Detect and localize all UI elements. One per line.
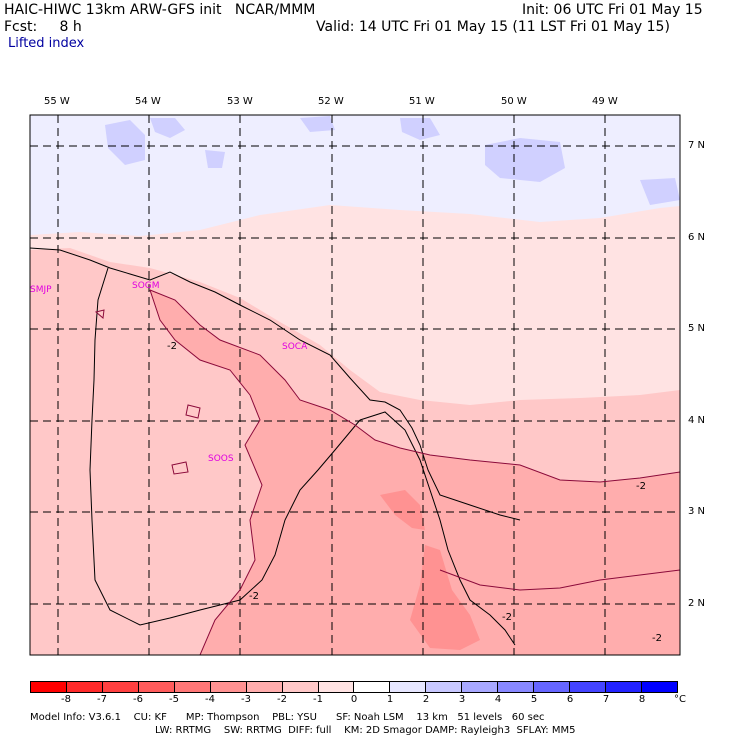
- colorbar-label: -5: [169, 694, 179, 705]
- colorbar-label: 0: [350, 694, 358, 705]
- field-zone-plus1: [105, 120, 145, 165]
- colorbar-swatch: [462, 682, 499, 692]
- coastline: [30, 247, 521, 521]
- colorbar-swatch: [426, 682, 463, 692]
- station-label: SMJP: [30, 285, 52, 295]
- station-label: SOOS: [208, 454, 234, 464]
- contour-label: -2: [502, 612, 512, 623]
- lon-label: 50 W: [501, 96, 527, 107]
- colorbar-label: 3: [458, 694, 466, 705]
- valid-time: Valid: 14 UTC Fri 01 May 15 (11 LST Fri …: [316, 19, 670, 35]
- colorbar-swatch: [390, 682, 427, 692]
- colorbar-swatch: [66, 682, 103, 692]
- lat-label: 6 N: [688, 232, 706, 243]
- colorbar-label: -2: [277, 694, 287, 705]
- contour-minus2: [185, 404, 201, 419]
- model-title: HAIC-HIWC 13km ARW-GFS init NCAR/MMM: [4, 2, 316, 18]
- colorbar-swatch: [606, 682, 642, 692]
- colorbar-label: -1: [313, 694, 323, 705]
- map-frame: [29, 114, 681, 656]
- colorbar-swatch: [174, 682, 211, 692]
- colorbar-label: 6: [566, 694, 574, 705]
- lon-label: 53 W: [227, 96, 253, 107]
- colorbar-swatch: [570, 682, 606, 692]
- colorbar-swatch: [246, 682, 283, 692]
- lon-label: 51 W: [409, 96, 435, 107]
- colorbar-label: -7: [97, 694, 107, 705]
- contour-label: -2: [249, 591, 259, 602]
- station-label: SOCA: [282, 342, 308, 352]
- model-info-line1: Model Info: V3.6.1 CU: KF MP: Thompson P…: [30, 712, 545, 723]
- contour-minus2: [149, 289, 251, 396]
- contour-label: -2: [652, 633, 662, 644]
- contour-minus2: [94, 309, 105, 319]
- field-zone-plus1: [400, 118, 440, 140]
- field-zone-plus1: [485, 138, 565, 182]
- lon-label: 54 W: [135, 96, 161, 107]
- model-info-line2: LW: RRTMG SW: RRTMG DIFF: full KM: 2D Sm…: [155, 725, 576, 736]
- border-suriname-frenchguiana: [169, 419, 361, 619]
- field-zone-plus1: [640, 178, 680, 205]
- field-zone-minus2-to-minus3: [150, 290, 680, 655]
- field-zone-plus1: [205, 150, 225, 168]
- colorbar-labels: -8 -7 -6 -5 -4 -3 -2 -1 0 1 2 3 4 5 6 7 8: [0, 694, 740, 706]
- colorbar-label: -8: [61, 694, 71, 705]
- colorbar-swatch: [354, 682, 391, 692]
- colorbar-label: 1: [386, 694, 394, 705]
- field-zone-minus3-to-minus4: [410, 545, 480, 650]
- colorbar-label: 2: [422, 694, 430, 705]
- init-time: Init: 06 UTC Fri 01 May 15: [522, 2, 703, 18]
- field-zone-minus3-to-minus4: [380, 490, 425, 530]
- colorbar-label: 7: [602, 694, 610, 705]
- colorbar-unit: °C: [674, 694, 686, 705]
- contour-minus2: [171, 461, 189, 475]
- lat-label: 5 N: [688, 323, 706, 334]
- border-suriname-guyana: [89, 267, 171, 626]
- lat-label: 4 N: [688, 415, 706, 426]
- lon-label: 55 W: [44, 96, 70, 107]
- forecast-hour: Fcst: 8 h: [4, 19, 82, 35]
- colorbar-swatch: [138, 682, 175, 692]
- field-name: Lifted index: [8, 36, 85, 51]
- contour-minus2: [149, 289, 680, 483]
- lon-label: 49 W: [592, 96, 618, 107]
- colorbar-swatch: [498, 682, 535, 692]
- colorbar-swatch: [102, 682, 139, 692]
- contour-label: -2: [636, 481, 646, 492]
- colorbar-swatch: [31, 682, 67, 692]
- station-label: SOGM: [132, 281, 160, 291]
- colorbar-label: 8: [638, 694, 646, 705]
- field-zone-plus1: [300, 116, 335, 132]
- contour-minus2: [439, 569, 680, 591]
- colorbar-swatch: [282, 682, 319, 692]
- colorbar-swatch: [641, 682, 677, 692]
- field-zone-plus1: [150, 118, 185, 138]
- colorbar-label: -3: [241, 694, 251, 705]
- colorbar-label: 5: [530, 694, 538, 705]
- lon-label: 52 W: [318, 96, 344, 107]
- contour-minus2: [199, 394, 263, 655]
- colorbar-swatch: [210, 682, 247, 692]
- colorbar: [30, 681, 678, 693]
- lat-label: 3 N: [688, 506, 706, 517]
- colorbar-label: -4: [205, 694, 215, 705]
- lat-label: 2 N: [688, 598, 706, 609]
- colorbar-swatch: [534, 682, 571, 692]
- border-frenchguiana-brazil: [359, 411, 516, 646]
- contour-label: -2: [167, 341, 177, 352]
- colorbar-label: -6: [133, 694, 143, 705]
- colorbar-label: 4: [494, 694, 502, 705]
- lat-label: 7 N: [688, 140, 706, 151]
- colorbar-swatch: [318, 682, 355, 692]
